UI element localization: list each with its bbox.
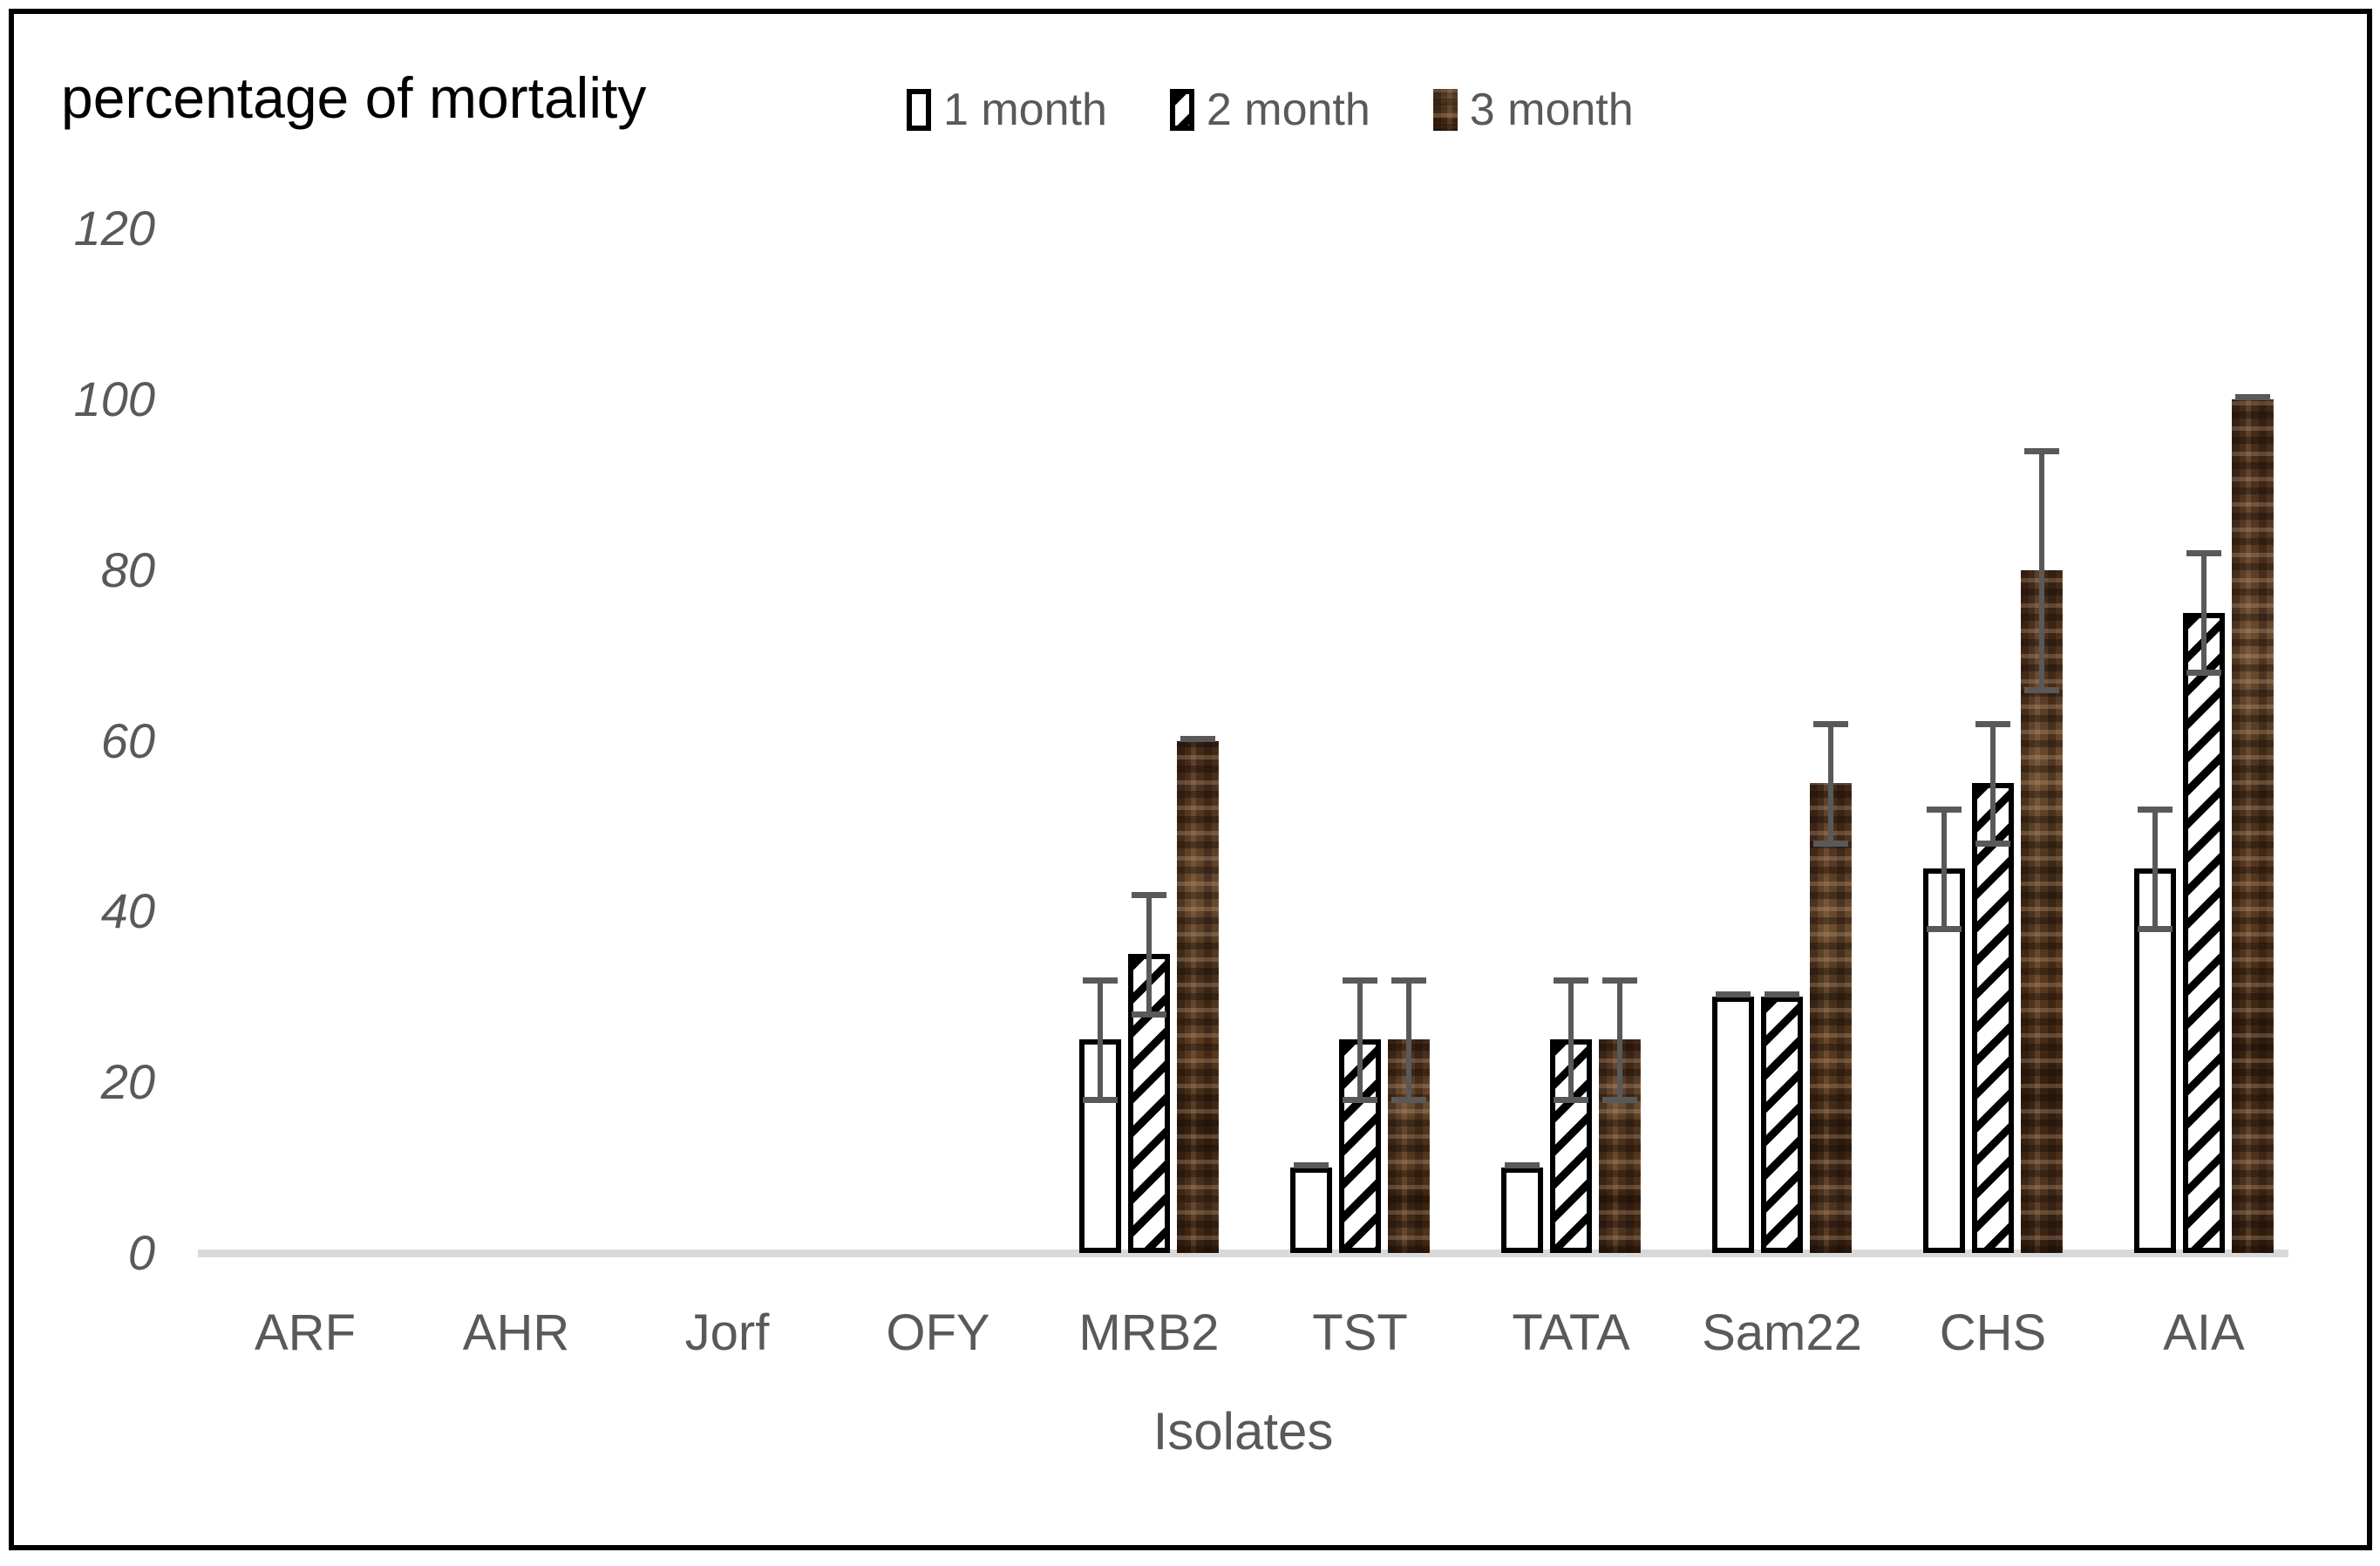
error-bar-line-hatch-TST xyxy=(1357,979,1363,1100)
x-axis-title: Isolates xyxy=(1153,1402,1334,1460)
y-tick-label-60: 60 xyxy=(100,712,155,768)
bar-hatch-TATA xyxy=(1550,1039,1592,1253)
error-bar-cap-top-brown-TATA xyxy=(1602,977,1637,984)
category-label-OFY: OFY xyxy=(886,1304,990,1361)
y-tick-label-100: 100 xyxy=(73,371,155,426)
error-bar-cap-top-brown-Sam22 xyxy=(1813,720,1848,727)
error-bar-cap-bottom-hatch-TST xyxy=(1343,1096,1377,1103)
error-bar-cap-bottom-white-MRB2 xyxy=(1083,1096,1118,1103)
error-bar-line-brown-Sam22 xyxy=(1828,723,1833,843)
error-bar-cap-zero-white-TST xyxy=(1294,1162,1329,1169)
error-bar-cap-bottom-brown-TST xyxy=(1391,1096,1426,1103)
error-bar-line-white-MRB2 xyxy=(1098,979,1103,1100)
error-bar-cap-zero-white-TATA xyxy=(1505,1162,1540,1169)
error-bar-cap-top-brown-TST xyxy=(1391,977,1426,984)
bar-hatch-Sam22 xyxy=(1761,997,1803,1253)
legend: 1 month 2 month 3 month xyxy=(907,84,1634,136)
error-bar-cap-top-brown-CHS xyxy=(2024,447,2059,454)
bar-hatch-CHS xyxy=(1972,783,2014,1253)
legend-item-2-month: 2 month xyxy=(1169,84,1370,136)
error-bar-cap-top-hatch-TST xyxy=(1343,977,1377,984)
error-bar-cap-bottom-brown-Sam22 xyxy=(1813,841,1848,847)
error-bar-cap-top-hatch-AIA xyxy=(2186,550,2221,557)
legend-swatch-hatch-icon xyxy=(1169,89,1194,131)
category-label-AIA: AIA xyxy=(2163,1304,2245,1361)
error-bar-line-hatch-AIA xyxy=(2201,553,2207,673)
bar-brown-MRB2 xyxy=(1177,740,1219,1253)
y-tick-label-120: 120 xyxy=(73,201,155,255)
error-bar-cap-top-white-AIA xyxy=(2138,806,2173,813)
category-label-Sam22: Sam22 xyxy=(1702,1304,1862,1361)
x-axis-baseline xyxy=(198,1249,2288,1257)
bar-hatch-TST xyxy=(1339,1039,1381,1253)
error-bar-cap-bottom-hatch-TATA xyxy=(1554,1096,1588,1103)
error-bar-cap-bottom-hatch-CHS xyxy=(1975,841,2010,847)
category-label-AHR: AHR xyxy=(462,1304,570,1361)
error-bar-cap-bottom-white-CHS xyxy=(1927,925,1962,932)
error-bar-cap-zero-hatch-Sam22 xyxy=(1765,991,1799,998)
bar-brown-Sam22 xyxy=(1810,783,1852,1253)
error-bar-cap-zero-white-Sam22 xyxy=(1716,991,1751,998)
error-bar-line-white-CHS xyxy=(1941,808,1947,929)
category-label-TATA: TATA xyxy=(1512,1304,1630,1361)
error-bar-cap-zero-brown-MRB2 xyxy=(1180,735,1215,742)
error-bar-cap-top-hatch-MRB2 xyxy=(1132,891,1166,898)
error-bar-line-hatch-MRB2 xyxy=(1146,894,1152,1014)
y-tick-label-0: 0 xyxy=(127,1225,155,1280)
legend-item-3-month: 3 month xyxy=(1432,84,1634,136)
bar-white-AIA xyxy=(2134,868,2176,1253)
category-label-TST: TST xyxy=(1312,1304,1408,1361)
error-bar-cap-bottom-brown-CHS xyxy=(2024,686,2059,693)
legend-label: 3 month xyxy=(1469,85,1634,135)
legend-label: 2 month xyxy=(1206,85,1370,135)
category-label-MRB2: MRB2 xyxy=(1078,1304,1220,1361)
error-bar-line-hatch-CHS xyxy=(1990,723,1996,843)
error-bar-cap-bottom-hatch-AIA xyxy=(2186,670,2221,677)
bar-white-TST xyxy=(1290,1168,1332,1253)
error-bar-cap-top-white-MRB2 xyxy=(1083,977,1118,984)
legend-label: 1 month xyxy=(943,85,1107,135)
bar-brown-AIA xyxy=(2232,398,2274,1253)
error-bar-cap-top-white-CHS xyxy=(1927,806,1962,813)
error-bar-cap-bottom-brown-TATA xyxy=(1602,1096,1637,1103)
category-label-ARF: ARF xyxy=(255,1304,356,1361)
error-bar-cap-zero-brown-AIA xyxy=(2235,393,2270,400)
legend-swatch-white-icon xyxy=(907,89,931,131)
legend-item-1-month: 1 month xyxy=(907,84,1107,136)
error-bar-cap-top-hatch-TATA xyxy=(1554,977,1588,984)
bar-white-TATA xyxy=(1501,1168,1543,1253)
error-bar-cap-bottom-hatch-MRB2 xyxy=(1132,1011,1166,1018)
error-bar-line-hatch-TATA xyxy=(1568,979,1574,1100)
error-bar-line-brown-TATA xyxy=(1617,979,1622,1100)
error-bar-line-brown-TST xyxy=(1406,979,1411,1100)
error-bar-line-white-AIA xyxy=(2152,808,2158,929)
legend-swatch-brown-icon xyxy=(1432,89,1458,131)
bar-hatch-MRB2 xyxy=(1128,954,1170,1253)
bar-white-Sam22 xyxy=(1712,997,1754,1253)
error-bar-line-brown-CHS xyxy=(2039,450,2044,690)
category-label-Jorf: Jorf xyxy=(684,1304,770,1361)
y-tick-label-80: 80 xyxy=(100,541,155,597)
bar-white-CHS xyxy=(1923,868,1965,1253)
error-bar-cap-bottom-white-AIA xyxy=(2138,925,2173,932)
category-label-CHS: CHS xyxy=(1939,1304,2047,1361)
y-tick-label-20: 20 xyxy=(100,1054,155,1110)
bar-hatch-AIA xyxy=(2183,612,2225,1253)
chart-title: percentage of mortality xyxy=(61,65,647,130)
y-tick-label-40: 40 xyxy=(100,883,155,939)
error-bar-cap-top-hatch-CHS xyxy=(1975,720,2010,727)
